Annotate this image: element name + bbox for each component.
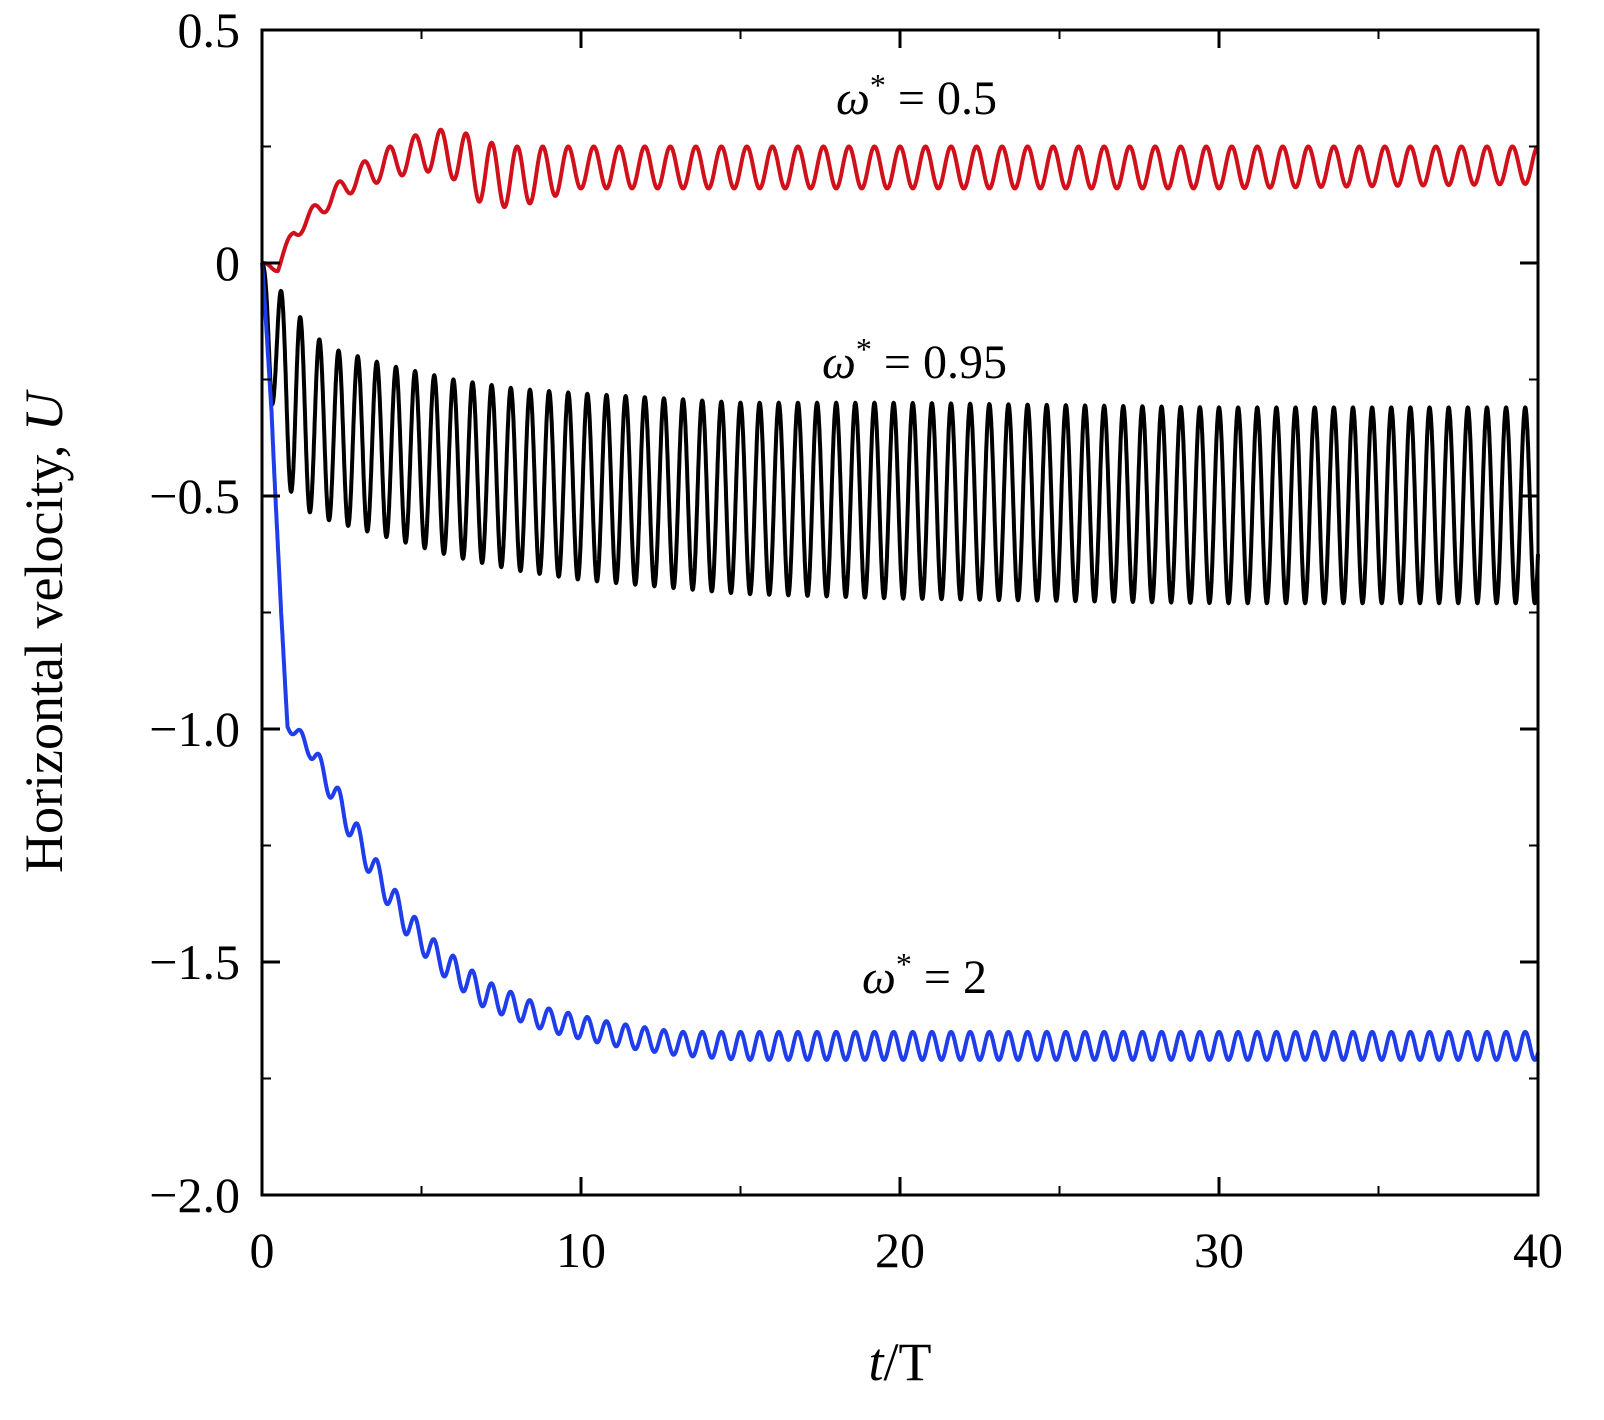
y-axis-title-var: U	[14, 389, 74, 431]
series-label-omega-0.5: ω* = 0.5	[836, 67, 997, 125]
series-line-2	[260, 262, 1540, 1062]
x-tick-label: 0	[250, 1222, 275, 1278]
y-axis-title-text: Horizontal velocity,	[14, 431, 74, 873]
x-tick-label: 20	[875, 1222, 925, 1278]
x-axis-title: t/T	[868, 1332, 931, 1392]
x-axis-title-var: t	[868, 1332, 885, 1392]
x-tick-label: 40	[1513, 1222, 1563, 1278]
series-label-omega-2: ω* = 2	[862, 946, 987, 1004]
x-axis-title-rest: /T	[884, 1332, 932, 1392]
y-tick-label: −2.0	[149, 1167, 240, 1223]
x-tick-label: 10	[556, 1222, 606, 1278]
plot-frame	[260, 28, 1540, 1197]
tick-layer: 0 10 20 30 40 0.5 0 −0.5 −1.0 −1.5 −2.0	[149, 2, 1563, 1278]
y-tick-label: −1.5	[149, 934, 240, 990]
series-label-omega-0.95: ω* = 0.95	[822, 331, 1007, 389]
y-tick-label: −1.0	[149, 701, 240, 757]
x-tick-label: 30	[1194, 1222, 1244, 1278]
y-tick-label: 0	[215, 235, 240, 291]
series-line-1	[260, 261, 1540, 606]
y-tick-label: −0.5	[149, 468, 240, 524]
series-line-0	[260, 127, 1540, 274]
y-axis-title: Horizontal velocity, U	[14, 389, 74, 873]
y-tick-label: 0.5	[178, 2, 241, 58]
series-layer	[260, 127, 1540, 1062]
